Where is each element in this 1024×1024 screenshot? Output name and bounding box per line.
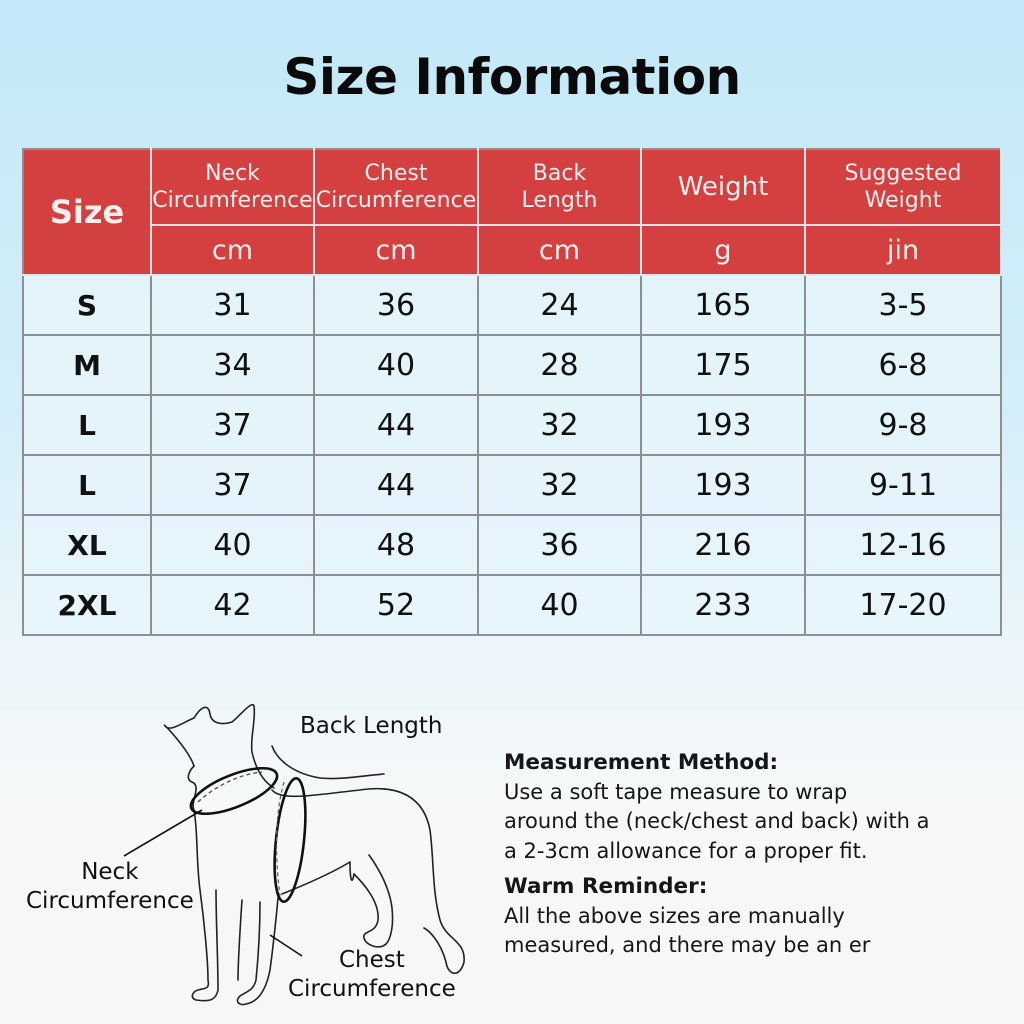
cell-chest: 44 (313, 454, 479, 516)
text-line: Use a soft tape measure to wrap (504, 779, 848, 804)
cell-chest: 44 (313, 394, 479, 456)
cell-size: L (22, 394, 152, 456)
reminder-text: All the above sizes are manually measure… (504, 902, 944, 961)
header-weight: Weight (640, 148, 806, 226)
table-unit-row: cm cm cm g jin (23, 224, 1002, 276)
unit-weight: g (640, 224, 806, 276)
cell-size: XL (22, 514, 152, 576)
cell-size: 2XL (22, 574, 152, 636)
text-line: All the above sizes are manually (504, 903, 845, 928)
cell-suggested: 3-5 (804, 274, 1002, 336)
neck-ring (189, 766, 279, 816)
header-line: Length (521, 188, 598, 213)
table-row: M 34 40 28 175 6-8 (22, 334, 1002, 396)
label-back-length: Back Length (300, 713, 443, 739)
cell-suggested: 6-8 (804, 334, 1002, 396)
page-title: Size Information (283, 48, 741, 106)
label-line: Chest (338, 947, 405, 973)
measurement-notes: Measurement Method: Use a soft tape meas… (504, 748, 944, 967)
dog-measurement-diagram: Back Length Neck Circumference Chest Cir… (20, 690, 490, 1020)
cell-chest: 36 (313, 274, 479, 336)
header-chest-circumference: Chest Circumference (313, 148, 479, 226)
table-header-row: Size Neck Circumference Chest Circumfere… (22, 148, 1002, 276)
cell-size: M (22, 334, 152, 396)
header-line: Weight (677, 171, 769, 202)
header-size: Size (22, 148, 152, 276)
cell-back: 32 (477, 394, 642, 456)
cell-weight: 193 (640, 454, 806, 516)
header-line: Circumference (315, 188, 477, 213)
header-line: Weight (864, 188, 942, 213)
label-line: Circumference (288, 976, 456, 1002)
header-neck-circumference: Neck Circumference (150, 148, 315, 226)
dog-outline-icon (123, 703, 465, 1006)
table-row: L 37 44 32 193 9-11 (22, 454, 1002, 516)
cell-back: 32 (477, 454, 642, 516)
cell-weight: 233 (640, 574, 806, 636)
table-row: XL 40 48 36 216 12-16 (22, 514, 1002, 576)
cell-size: L (22, 454, 152, 516)
cell-suggested: 9-8 (804, 394, 1002, 456)
label-chest-circumference: Chest Circumference (288, 946, 456, 1004)
cell-neck: 34 (150, 334, 315, 396)
table-row: S 31 36 24 165 3-5 (22, 274, 1002, 336)
header-line: Circumference (152, 188, 313, 213)
reminder-heading: Warm Reminder: (504, 874, 708, 899)
cell-size: S (22, 274, 152, 336)
header-back-length: Back Length (477, 148, 642, 226)
cell-suggested: 12-16 (804, 514, 1002, 576)
cell-neck: 42 (150, 574, 315, 636)
cell-neck: 40 (150, 514, 315, 576)
cell-weight: 175 (640, 334, 806, 396)
cell-weight: 193 (640, 394, 806, 456)
label-neck-circumference: Neck Circumference (26, 858, 194, 916)
label-line: Circumference (26, 888, 194, 914)
cell-neck: 31 (150, 274, 315, 336)
size-table: Size Neck Circumference Chest Circumfere… (22, 148, 1002, 636)
text-line: around the (neck/chest and back) with a (504, 809, 930, 833)
header-suggested-weight: Suggested Weight (804, 148, 1002, 226)
table-row: 2XL 42 52 40 233 17-20 (22, 574, 1002, 636)
method-text: Use a soft tape measure to wrap around t… (504, 778, 944, 867)
method-heading: Measurement Method: (504, 750, 779, 775)
cell-weight: 216 (640, 514, 806, 576)
label-line: Neck (81, 859, 139, 885)
cell-neck: 37 (150, 394, 315, 456)
cell-neck: 37 (150, 454, 315, 516)
cell-suggested: 17-20 (804, 574, 1002, 636)
cell-chest: 48 (313, 514, 479, 576)
cell-back: 28 (477, 334, 642, 396)
unit-neck: cm (150, 224, 315, 276)
cell-chest: 52 (313, 574, 479, 636)
cell-weight: 165 (640, 274, 806, 336)
header-line: Suggested (844, 161, 962, 186)
unit-chest: cm (313, 224, 479, 276)
cell-back: 24 (477, 274, 642, 336)
cell-back: 40 (477, 574, 642, 636)
table-row: L 37 44 32 193 9-8 (22, 394, 1002, 456)
text-line: a 2-3cm allowance for a proper fit. (504, 838, 868, 863)
cell-suggested: 9-11 (804, 454, 1002, 516)
unit-back: cm (477, 224, 642, 276)
text-line: measured, and there may be an er (504, 933, 871, 957)
unit-suggested-weight: jin (804, 224, 1002, 276)
header-line: Back (532, 161, 587, 186)
cell-back: 36 (477, 514, 642, 576)
header-line: Neck (205, 161, 260, 186)
header-line: Chest (364, 161, 428, 186)
cell-chest: 40 (313, 334, 479, 396)
